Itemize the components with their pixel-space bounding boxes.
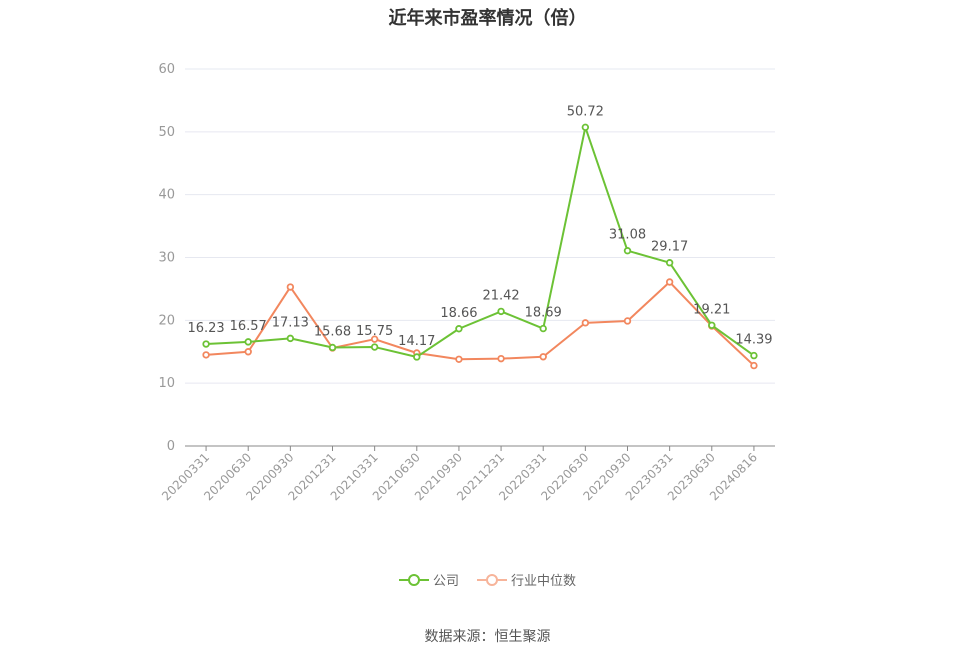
- data-point-company: [370, 343, 379, 351]
- legend: 公司 行业中位数: [0, 570, 975, 589]
- grid-layer: [185, 68, 775, 384]
- series-line-company: [206, 126, 755, 358]
- line-chart: 0102030405060202003312020063020200930202…: [158, 62, 775, 503]
- data-point-company: [455, 325, 463, 333]
- data-point-industry: [623, 317, 632, 325]
- data-point-company: [750, 351, 758, 360]
- data-label-company: 17.13: [272, 315, 309, 330]
- data-point-company: [244, 338, 252, 346]
- data-label-company: 14.17: [398, 334, 435, 349]
- series-line-industry: [205, 281, 755, 367]
- data-label-company: 15.68: [314, 324, 351, 339]
- data-point-industry: [202, 351, 210, 359]
- y-tick-label: 10: [158, 376, 175, 391]
- data-point-company: [202, 340, 210, 348]
- data-point-company: [413, 353, 421, 361]
- data-label-company: 31.08: [609, 228, 646, 243]
- y-tick-label: 20: [158, 313, 175, 328]
- chart-title: 近年来市盈率情况（倍）: [388, 8, 587, 29]
- data-label-company: 16.23: [187, 321, 224, 336]
- data-label-company: 18.66: [440, 306, 477, 321]
- data-point-company: [623, 247, 632, 255]
- legend-item-industry[interactable]: 行业中位数: [477, 570, 576, 589]
- data-label-company: 16.57: [230, 319, 267, 334]
- data-label-company: 14.39: [735, 333, 772, 348]
- data-point-company: [665, 259, 674, 267]
- source-note: 数据来源：恒生聚源: [424, 629, 551, 645]
- data-point-company: [581, 123, 590, 132]
- data-label-company: 15.75: [356, 324, 393, 339]
- data-point-industry: [665, 278, 674, 286]
- data-label-company: 21.42: [482, 288, 519, 303]
- data-point-company: [539, 324, 547, 333]
- legend-company-marker-icon: [398, 573, 429, 586]
- legend-item-company[interactable]: 公司: [398, 570, 459, 589]
- data-point-company: [497, 307, 505, 316]
- data-label-company: 50.72: [567, 104, 604, 119]
- legend-label-industry: 行业中位数: [511, 574, 577, 589]
- data-label-company: 18.69: [525, 306, 562, 321]
- y-tick-label: 0: [167, 439, 175, 454]
- data-point-industry: [244, 348, 252, 356]
- data-point-company: [286, 334, 295, 343]
- series-layer: [202, 123, 758, 370]
- y-tick-label: 30: [158, 251, 175, 266]
- data-point-industry: [286, 283, 295, 291]
- y-tick-label: 60: [158, 62, 175, 77]
- data-point-industry: [581, 319, 590, 327]
- data-point-company: [708, 321, 716, 329]
- data-point-industry: [750, 361, 758, 370]
- legend-label-company: 公司: [432, 574, 459, 589]
- data-label-company: 29.17: [651, 240, 688, 255]
- data-point-company: [328, 343, 337, 352]
- y-tick-label: 40: [158, 188, 175, 203]
- data-point-industry: [539, 353, 547, 361]
- data-point-industry: [370, 335, 379, 343]
- data-point-industry: [497, 354, 505, 363]
- y-tick-label: 50: [158, 125, 175, 140]
- legend-industry-marker-icon: [477, 573, 507, 586]
- data-label-layer: 16.23 16.57 17.13 15.68 15.75 14.17 18.66 21.42…: [187, 104, 772, 349]
- data-point-industry: [455, 355, 463, 363]
- data-label-company: 19.21: [693, 302, 730, 317]
